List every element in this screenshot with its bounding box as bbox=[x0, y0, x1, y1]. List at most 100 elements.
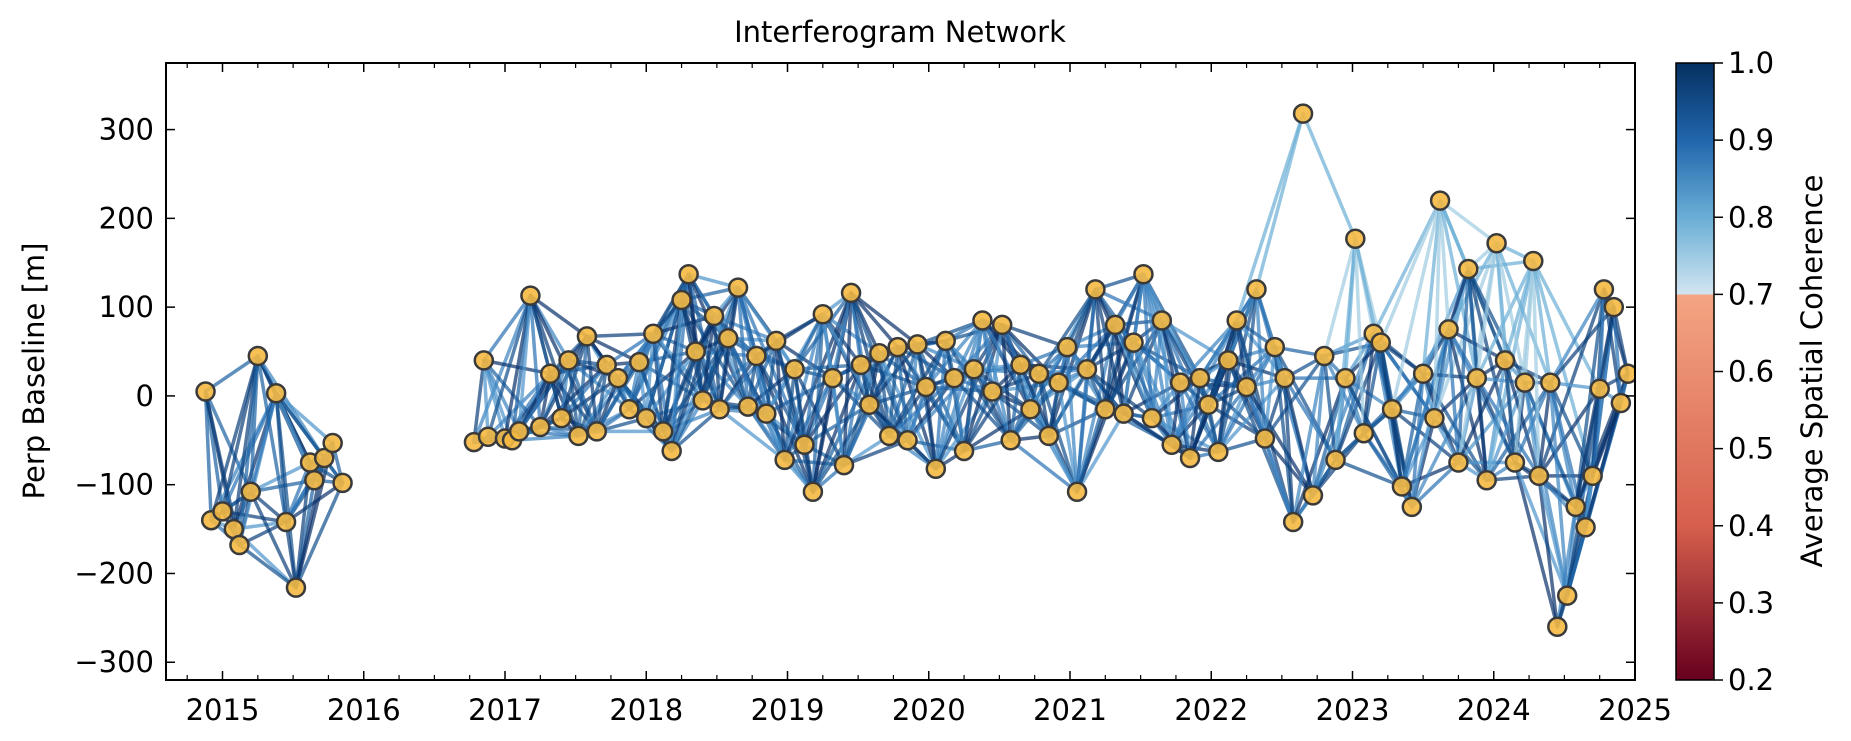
interferogram-edge bbox=[830, 376, 846, 467]
acquisition-node bbox=[963, 359, 985, 380]
acquisition-node bbox=[1556, 585, 1578, 606]
acquisition-node bbox=[953, 440, 975, 462]
interferogram-edge bbox=[952, 318, 985, 380]
acquisition-node bbox=[703, 305, 725, 327]
acquisition-node bbox=[887, 336, 908, 358]
interferogram-edge bbox=[811, 363, 863, 494]
acquisition-node bbox=[1391, 476, 1413, 497]
acquisition-node bbox=[982, 381, 1003, 402]
interferogram-edge bbox=[472, 358, 486, 444]
interferogram-edge bbox=[1075, 411, 1126, 494]
acquisition-node bbox=[1424, 407, 1445, 429]
interferogram-edge bbox=[1178, 380, 1221, 454]
acquisition-node bbox=[1458, 258, 1479, 280]
interferogram-edge bbox=[249, 354, 260, 494]
acquisition-node bbox=[661, 440, 682, 462]
acquisition-node bbox=[229, 534, 250, 556]
interferogram-edge bbox=[842, 291, 853, 467]
y-tick-label: 100 bbox=[99, 290, 154, 324]
acquisition-node bbox=[1565, 496, 1586, 518]
acquisition-node bbox=[596, 354, 617, 376]
interferogram-edge bbox=[576, 334, 589, 438]
acquisition-node bbox=[1056, 336, 1078, 358]
y-tick-label: 0 bbox=[136, 379, 154, 413]
acquisition-node bbox=[586, 421, 608, 442]
acquisition-node bbox=[1038, 425, 1060, 447]
interferogram-edge bbox=[482, 293, 533, 363]
acquisition-node bbox=[628, 351, 650, 373]
interferogram-edge bbox=[585, 332, 656, 339]
interferogram-edge bbox=[644, 332, 656, 420]
acquisition-node bbox=[322, 432, 343, 454]
interferogram-edge bbox=[802, 291, 853, 447]
colorbar-tick-label: 0.6 bbox=[1728, 355, 1774, 389]
interferogram-edge bbox=[538, 334, 589, 429]
interferogram-edge bbox=[1169, 380, 1182, 447]
interferogram-edge bbox=[1178, 380, 1192, 460]
interferogram-edge bbox=[802, 363, 863, 447]
acquisition-node bbox=[1429, 190, 1451, 211]
acquisition-node bbox=[1476, 470, 1497, 491]
acquisition-node bbox=[1282, 511, 1304, 533]
interferogram-edge bbox=[736, 285, 750, 409]
acquisition-node bbox=[774, 449, 795, 471]
acquisition-node bbox=[859, 394, 880, 416]
interferogram-edge bbox=[486, 293, 533, 439]
acquisition-node bbox=[1066, 481, 1088, 503]
interferogram-edge bbox=[1178, 318, 1239, 385]
interferogram-edge bbox=[1548, 380, 1569, 598]
interferogram-edge bbox=[1056, 380, 1079, 494]
acquisition-node bbox=[897, 430, 918, 451]
interferogram-edge bbox=[990, 323, 1004, 394]
acquisition-node bbox=[685, 341, 706, 362]
acquisition-node bbox=[1048, 372, 1069, 393]
x-tick-label: 2025 bbox=[1598, 693, 1672, 727]
interferogram-edge bbox=[1475, 259, 1536, 380]
interferogram-edge bbox=[764, 339, 778, 416]
y-tick-label: 300 bbox=[99, 113, 154, 147]
interferogram-edge bbox=[1093, 287, 1126, 416]
acquisition-node bbox=[765, 330, 787, 352]
acquisition-node bbox=[643, 323, 664, 345]
acquisition-node bbox=[1217, 350, 1239, 371]
interferogram-edge bbox=[1438, 198, 1499, 245]
acquisition-node bbox=[1179, 447, 1201, 469]
y-tick-label: −200 bbox=[74, 556, 154, 590]
acquisition-node bbox=[473, 350, 495, 371]
interferogram-edge bbox=[1531, 259, 1552, 385]
acquisition-node bbox=[1246, 279, 1267, 300]
acquisition-node bbox=[1603, 296, 1625, 318]
acquisition-node bbox=[568, 425, 589, 447]
acquisition-node bbox=[1582, 465, 1603, 487]
interferogram-edge bbox=[1531, 259, 1602, 391]
interferogram-edge bbox=[1206, 345, 1277, 407]
colorbar-tick-label: 0.5 bbox=[1728, 432, 1774, 466]
acquisition-node bbox=[1189, 367, 1211, 389]
interferogram-edge bbox=[1537, 380, 1552, 478]
acquisition-node bbox=[520, 285, 541, 306]
y-tick-label: −300 bbox=[74, 645, 154, 679]
acquisition-node bbox=[1208, 441, 1229, 463]
interferogram-edge bbox=[1456, 267, 1471, 465]
acquisition-node bbox=[991, 314, 1013, 336]
interferogram-edge bbox=[1612, 305, 1623, 405]
x-tick-label: 2021 bbox=[1033, 693, 1107, 727]
x-tick-label: 2024 bbox=[1457, 693, 1531, 727]
interferogram-edge bbox=[1131, 340, 1174, 447]
acquisition-node bbox=[539, 363, 561, 384]
interferogram-edge bbox=[1322, 237, 1358, 358]
acquisition-node bbox=[812, 303, 834, 325]
acquisition-node bbox=[1575, 517, 1596, 538]
interferogram-edge bbox=[1000, 323, 1013, 443]
acquisition-node bbox=[265, 383, 287, 404]
acquisition-node bbox=[1095, 398, 1116, 420]
acquisition-node bbox=[1412, 363, 1434, 384]
acquisition-node bbox=[1161, 434, 1182, 455]
colorbar-tick-label: 0.7 bbox=[1728, 277, 1774, 311]
interferogram-edge bbox=[717, 407, 787, 462]
interferogram-edge bbox=[1037, 287, 1098, 376]
interferogram-edge bbox=[284, 520, 298, 590]
interferogram-edge bbox=[517, 293, 533, 434]
acquisition-node bbox=[737, 396, 759, 417]
acquisition-node bbox=[1314, 345, 1335, 367]
